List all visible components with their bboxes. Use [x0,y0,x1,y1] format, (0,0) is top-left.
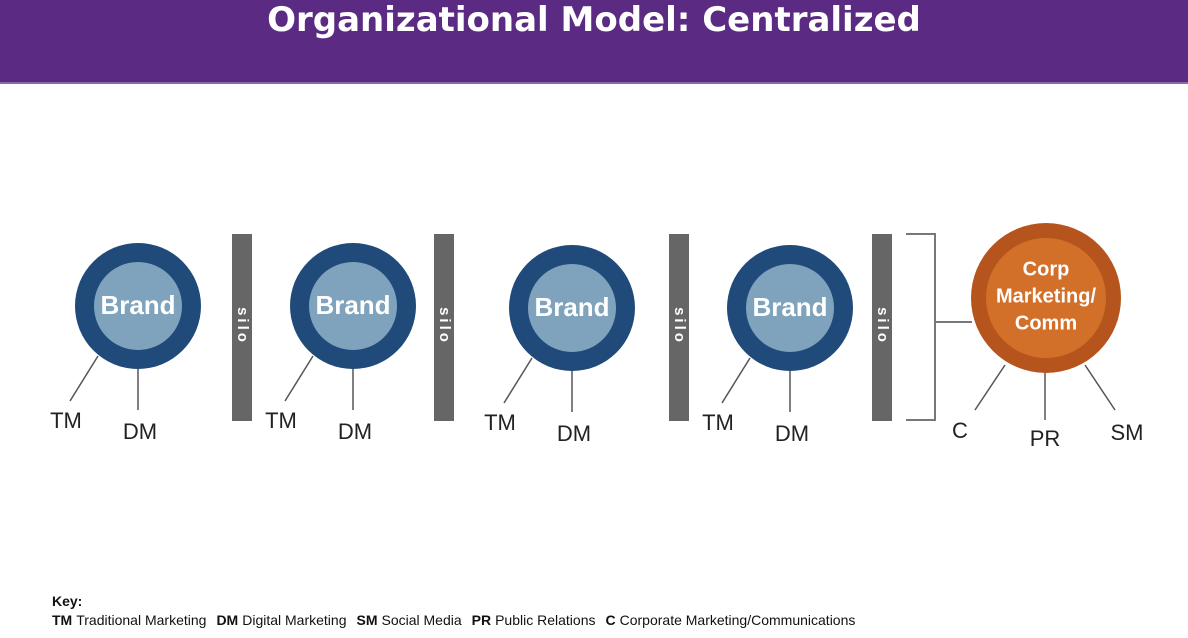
link-label: SM [1111,420,1144,445]
diagram: Brand TM DM Brand TM DM Brand TM DM Brand TM DM silo… [50,223,1144,451]
silo [669,234,689,421]
connector [1084,364,1116,411]
link-label: DM [557,421,591,446]
key-item: DM Digital Marketing [216,612,346,628]
key-item: PR Public Relations [472,612,596,628]
link-label: PR [1030,426,1061,451]
key-text: Digital Marketing [242,612,347,628]
connector [69,355,99,402]
key-item: C Corporate Marketing/Communications [605,612,855,628]
key-text: Traditional Marketing [76,612,207,628]
key-items: TM Traditional Marketing DM Digital Marketi… [52,611,865,630]
silo [872,234,892,421]
bracket [906,233,972,421]
silo-label: silo [436,307,453,345]
corp-label: Comm [1015,312,1077,334]
link-label: TM [484,410,516,435]
header: Organizational Model: Centralized [0,0,1188,84]
link-label: DM [338,419,372,444]
brand-label: Brand [315,290,390,320]
key-item: TM Traditional Marketing [52,612,206,628]
brand-inner [309,262,397,350]
corp-label: Corp [1023,258,1070,280]
brand-inner [94,262,182,350]
link-label: TM [50,408,82,433]
brand-inner [528,264,616,352]
key-title: Key: [52,593,83,609]
corp-label: Marketing/ [996,285,1096,307]
link-label: C [952,418,968,443]
connector [974,364,1006,411]
link-label: DM [123,419,157,444]
title: Organizational Model: Centralized [267,0,921,40]
key-abbr: DM [216,612,239,628]
key-abbr: TM [52,612,73,628]
brand-label: Brand [752,292,827,322]
key-abbr: SM [356,612,378,628]
brand-label: Brand [534,292,609,322]
key-abbr: PR [471,612,492,628]
brand-inner [746,264,834,352]
corp-inner [986,238,1106,358]
key-text: Corporate Marketing/Communications [619,612,856,628]
link-label: DM [775,421,809,446]
link-label: TM [702,410,734,435]
brand-label: Brand [100,290,175,320]
connector [721,357,751,404]
silo-label: silo [671,307,688,345]
connector [284,355,314,402]
connector [503,357,533,404]
key: Key: TM Traditional Marketing DM Digital Ma… [52,592,865,630]
silo-label: silo [874,307,891,345]
silo [434,234,454,421]
key-text: Social Media [381,612,462,628]
silo [232,234,252,421]
key-text: Public Relations [495,612,596,628]
key-abbr: C [605,612,616,628]
silo-label: silo [234,307,251,345]
key-item: SM Social Media [356,612,461,628]
link-label: TM [265,408,297,433]
